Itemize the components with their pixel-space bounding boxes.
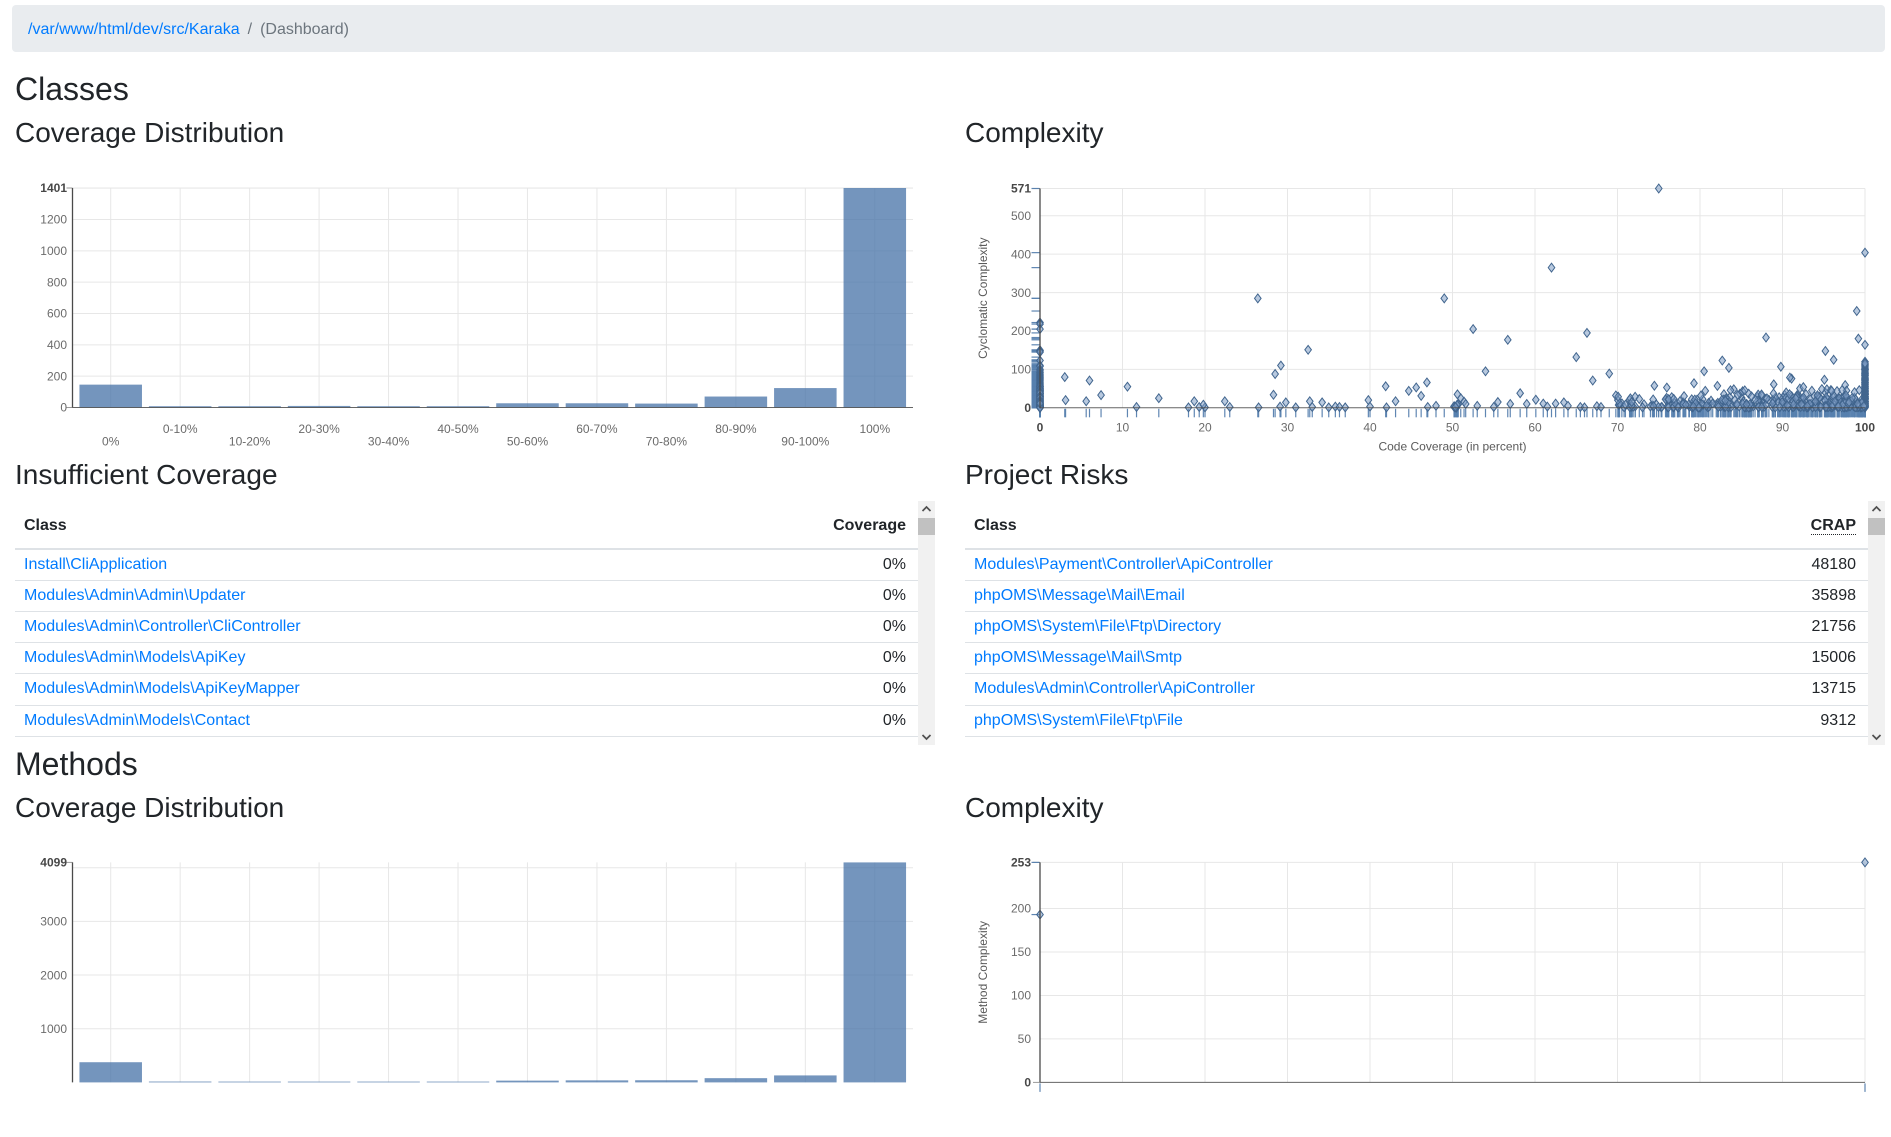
svg-text:150: 150 [1011, 946, 1031, 960]
svg-text:70: 70 [1611, 421, 1625, 435]
svg-text:30-40%: 30-40% [368, 435, 410, 449]
svg-text:200: 200 [1011, 324, 1031, 338]
svg-text:0%: 0% [102, 435, 120, 449]
svg-text:100: 100 [1011, 989, 1031, 1003]
svg-text:253: 253 [1011, 856, 1031, 870]
svg-text:80: 80 [1693, 421, 1707, 435]
svg-text:70-80%: 70-80% [646, 435, 688, 449]
svg-text:500: 500 [1011, 209, 1031, 223]
svg-text:60: 60 [1528, 421, 1542, 435]
svg-text:1200: 1200 [40, 213, 67, 227]
svg-text:1401: 1401 [40, 181, 67, 195]
svg-text:0: 0 [1024, 1076, 1031, 1090]
svg-text:Cyclomatic Complexity: Cyclomatic Complexity [976, 238, 990, 359]
svg-text:400: 400 [47, 338, 67, 352]
svg-text:40: 40 [1363, 421, 1377, 435]
svg-text:100%: 100% [859, 422, 890, 436]
svg-text:20-30%: 20-30% [298, 422, 340, 436]
svg-text:200: 200 [1011, 902, 1031, 916]
svg-text:3000: 3000 [40, 915, 67, 929]
svg-text:Code Coverage (in percent): Code Coverage (in percent) [1378, 440, 1526, 454]
svg-text:600: 600 [47, 307, 67, 321]
svg-text:60-70%: 60-70% [576, 422, 618, 436]
svg-text:50-60%: 50-60% [507, 435, 549, 449]
svg-text:10: 10 [1116, 421, 1130, 435]
svg-text:4099: 4099 [40, 856, 67, 870]
svg-text:1000: 1000 [40, 244, 67, 258]
svg-text:90: 90 [1776, 421, 1790, 435]
svg-text:80-90%: 80-90% [715, 422, 757, 436]
svg-text:400: 400 [1011, 247, 1031, 261]
svg-text:100: 100 [1855, 421, 1875, 435]
svg-text:0-10%: 0-10% [163, 422, 198, 436]
svg-text:10-20%: 10-20% [229, 435, 271, 449]
svg-text:2000: 2000 [40, 969, 67, 983]
svg-text:800: 800 [47, 275, 67, 289]
svg-text:571: 571 [1011, 182, 1031, 196]
svg-text:200: 200 [47, 369, 67, 383]
svg-text:50: 50 [1018, 1032, 1032, 1046]
svg-text:90-100%: 90-100% [781, 435, 829, 449]
svg-text:100: 100 [1011, 363, 1031, 377]
svg-text:0: 0 [60, 401, 67, 415]
svg-text:0: 0 [1037, 421, 1044, 435]
svg-text:Method Complexity: Method Complexity [976, 921, 990, 1024]
svg-text:300: 300 [1011, 286, 1031, 300]
svg-text:50: 50 [1446, 421, 1460, 435]
svg-text:20: 20 [1198, 421, 1212, 435]
svg-text:30: 30 [1281, 421, 1295, 435]
svg-text:1000: 1000 [40, 1022, 67, 1036]
svg-text:0: 0 [1024, 401, 1031, 415]
svg-text:40-50%: 40-50% [437, 422, 479, 436]
